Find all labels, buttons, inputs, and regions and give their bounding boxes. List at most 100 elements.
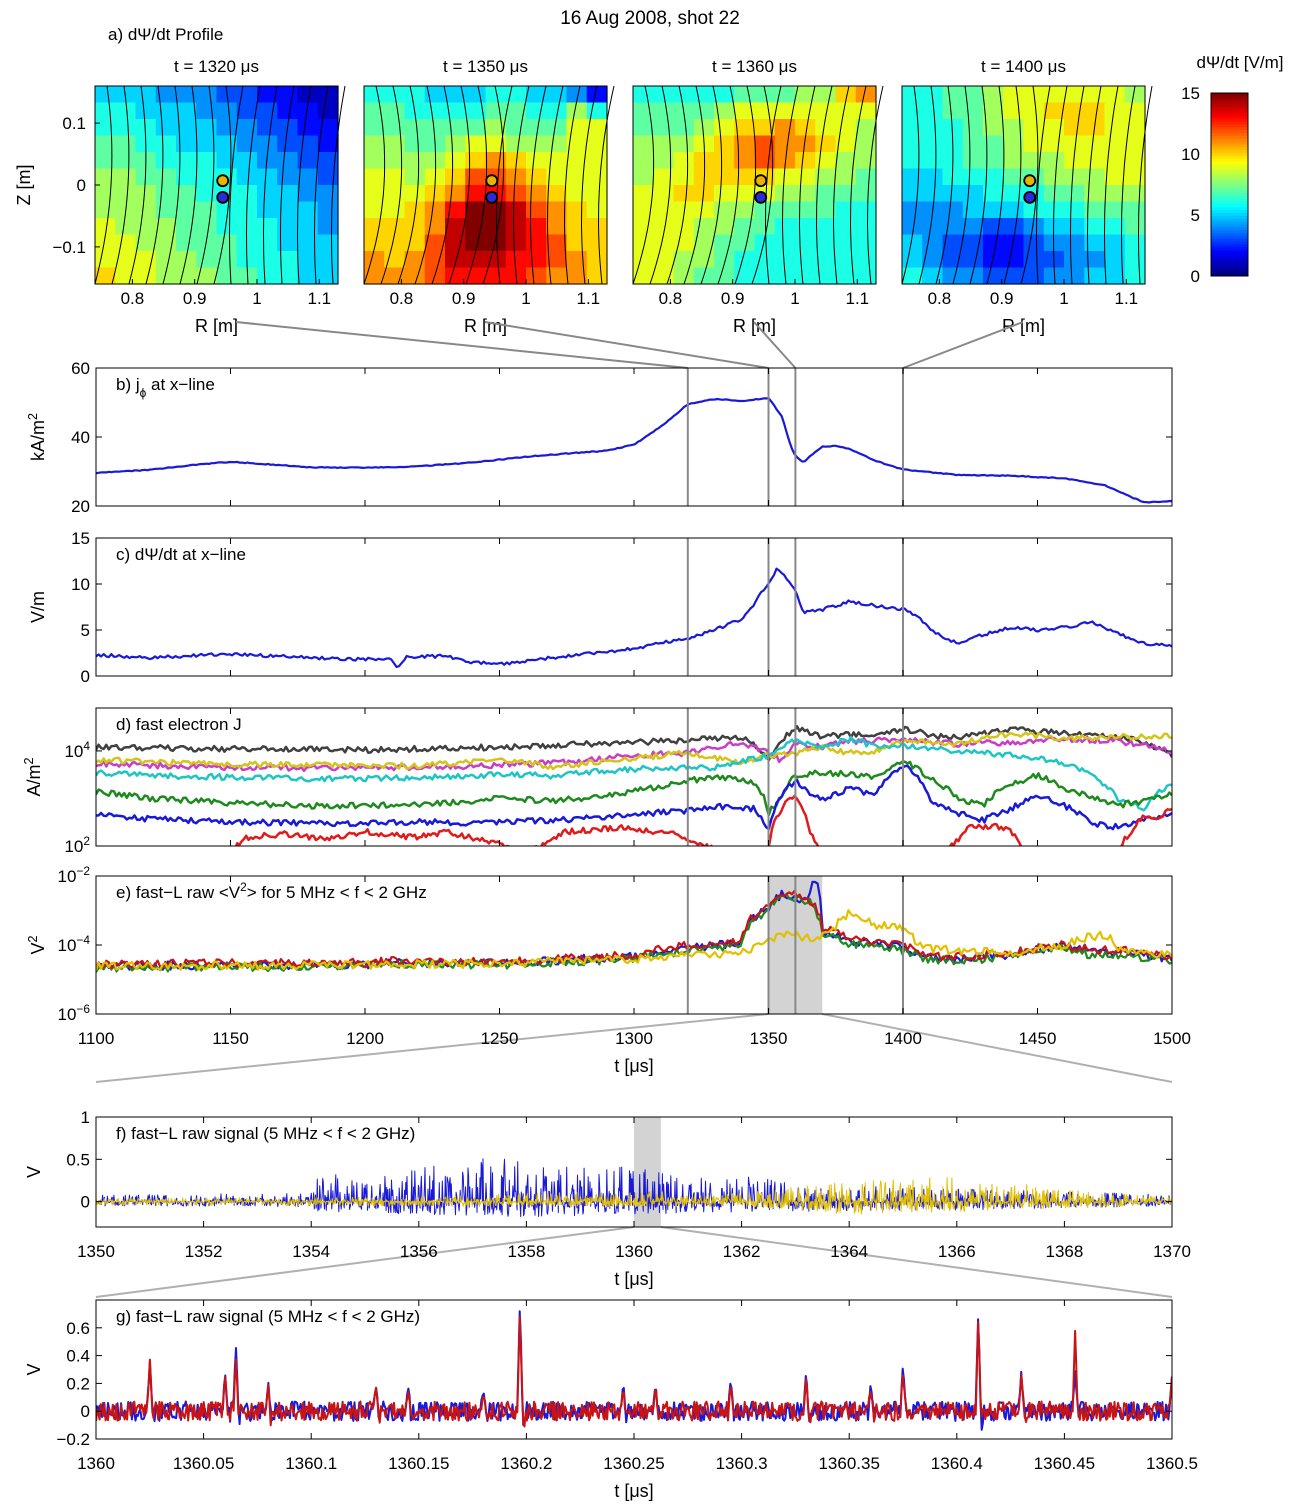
heatmap-cell xyxy=(902,185,923,203)
panel-title-sub: ϕ xyxy=(140,386,147,400)
colorbar-swatch xyxy=(1211,95,1248,100)
heatmap-cell xyxy=(115,102,137,120)
heatmap-cell xyxy=(236,152,258,170)
heatmap-cell xyxy=(135,267,157,285)
flux-contour xyxy=(1020,85,1039,285)
x-tick-label: 1360.3 xyxy=(716,1454,768,1473)
heatmap-cell xyxy=(714,152,735,170)
flux-contour xyxy=(397,85,420,285)
heatmap-cell xyxy=(526,119,547,137)
heatmap-cell xyxy=(754,102,776,120)
panel-title-main: g) fast−L raw signal (5 MHz < f < 2 GHz) xyxy=(116,1307,420,1326)
heatmap-cell xyxy=(384,168,406,186)
heatmap-cell xyxy=(317,168,339,186)
heatmap-cell xyxy=(586,102,608,120)
x-tick-label: 1.1 xyxy=(576,289,600,308)
heatmap-cell xyxy=(1084,86,1106,104)
heatmap-frame-border xyxy=(363,85,608,285)
heatmap-cell xyxy=(1104,218,1126,236)
heatmap-cell xyxy=(633,234,654,252)
heatmap-cell xyxy=(1124,86,1146,104)
shaded-interval xyxy=(634,1117,661,1227)
y-tick-label: 0 xyxy=(81,1193,90,1212)
colorbar-swatch xyxy=(1211,115,1248,120)
panel-title: c) dΨ/dt at x−line xyxy=(116,545,246,564)
heatmap-cell xyxy=(942,168,964,186)
heatmap-cell xyxy=(526,218,547,236)
heatmap-cell xyxy=(1084,102,1106,120)
x-tick-label: 1100 xyxy=(78,1029,115,1048)
heatmap-cell xyxy=(1084,201,1106,219)
heatmap-cell xyxy=(1104,234,1126,252)
heatmap-cell xyxy=(445,185,466,203)
heatmap-cell xyxy=(115,218,137,236)
x-tick-label: 0.8 xyxy=(659,289,683,308)
axes-frame xyxy=(95,367,1173,507)
flux-contour xyxy=(262,85,278,285)
heatmap-cell xyxy=(95,152,116,170)
colorbar-swatch xyxy=(1211,218,1248,223)
heatmap-cell xyxy=(962,185,984,203)
flux-contour xyxy=(751,85,774,285)
flux-contour xyxy=(162,85,181,285)
zoom-connector-left xyxy=(95,1013,769,1083)
heatmap-cell xyxy=(942,267,964,285)
heatmap-cell xyxy=(902,135,923,153)
heatmap-cell xyxy=(633,135,654,153)
heatmap-cell xyxy=(855,267,877,285)
x-tick-label: 0.9 xyxy=(183,289,207,308)
zoom-connector-right xyxy=(822,1013,1173,1083)
flux-contour xyxy=(580,85,598,285)
colorbar-swatch xyxy=(1211,213,1248,217)
heatmap-cell xyxy=(115,251,137,269)
heatmap-cell xyxy=(835,135,857,153)
heatmap-cell xyxy=(526,102,547,120)
colorbar-swatch xyxy=(1211,267,1248,271)
heatmap-cell xyxy=(673,234,695,252)
heatmap-cell xyxy=(983,86,1004,104)
colorbar-swatch xyxy=(1211,255,1248,260)
colorbar-tick-label: 0 xyxy=(1191,267,1200,286)
heatmap-cell xyxy=(902,218,923,236)
colorbar-swatch xyxy=(1211,135,1248,140)
heatmap-cell xyxy=(1003,234,1025,252)
heatmap-cell xyxy=(445,135,466,153)
colorbar-tick-label: 15 xyxy=(1181,84,1200,103)
heatmap-cell xyxy=(835,185,857,203)
heatmap-cell xyxy=(1003,119,1025,137)
panel-c-reconnection-rate: 15 10 5 0 V/m c) dΨ/dt at x−line xyxy=(28,529,1173,686)
heatmap-cell xyxy=(795,102,816,120)
colorbar-swatch xyxy=(1211,113,1248,117)
x-point-marker xyxy=(754,190,768,204)
colorbar-swatch xyxy=(1211,181,1248,185)
y-tick-label-sup: −6 xyxy=(76,1002,90,1016)
flux-contour xyxy=(313,85,329,285)
heatmap-cell xyxy=(526,267,547,285)
heatmap-cell xyxy=(176,218,197,236)
heatmap-cell xyxy=(465,119,487,137)
heatmap-cell xyxy=(95,119,116,137)
heatmap-cell xyxy=(962,119,984,137)
heatmap-cell xyxy=(384,267,406,285)
heatmap-cell xyxy=(196,135,218,153)
heatmap-cell xyxy=(277,135,299,153)
heatmap-cell xyxy=(257,267,278,285)
heatmap-cell xyxy=(384,201,406,219)
y-axis-label-main: kA/m xyxy=(28,420,48,461)
y-axis-label-sup: 2 xyxy=(26,935,40,942)
colorbar-swatch xyxy=(1211,107,1248,111)
heatmap-cell xyxy=(835,201,857,219)
heatmap-cell xyxy=(1043,102,1065,120)
heatmap-cell xyxy=(1064,234,1085,252)
heatmap-cell xyxy=(653,185,675,203)
heatmap-cell xyxy=(526,185,547,203)
heatmap-cell xyxy=(1124,218,1146,236)
heatmap-cell xyxy=(1084,152,1106,170)
heatmap-time-label: t = 1360 μs xyxy=(712,57,797,76)
heatmap-cell xyxy=(317,267,339,285)
heatmap-frame-4: t = 1400 μs 0.8 0.9 1 1.1 R [m] xyxy=(901,57,1153,336)
colorbar-swatch xyxy=(1211,261,1248,266)
heatmap-cell xyxy=(155,86,177,104)
heatmap-cell xyxy=(445,86,466,104)
heatmap-cell xyxy=(673,185,695,203)
